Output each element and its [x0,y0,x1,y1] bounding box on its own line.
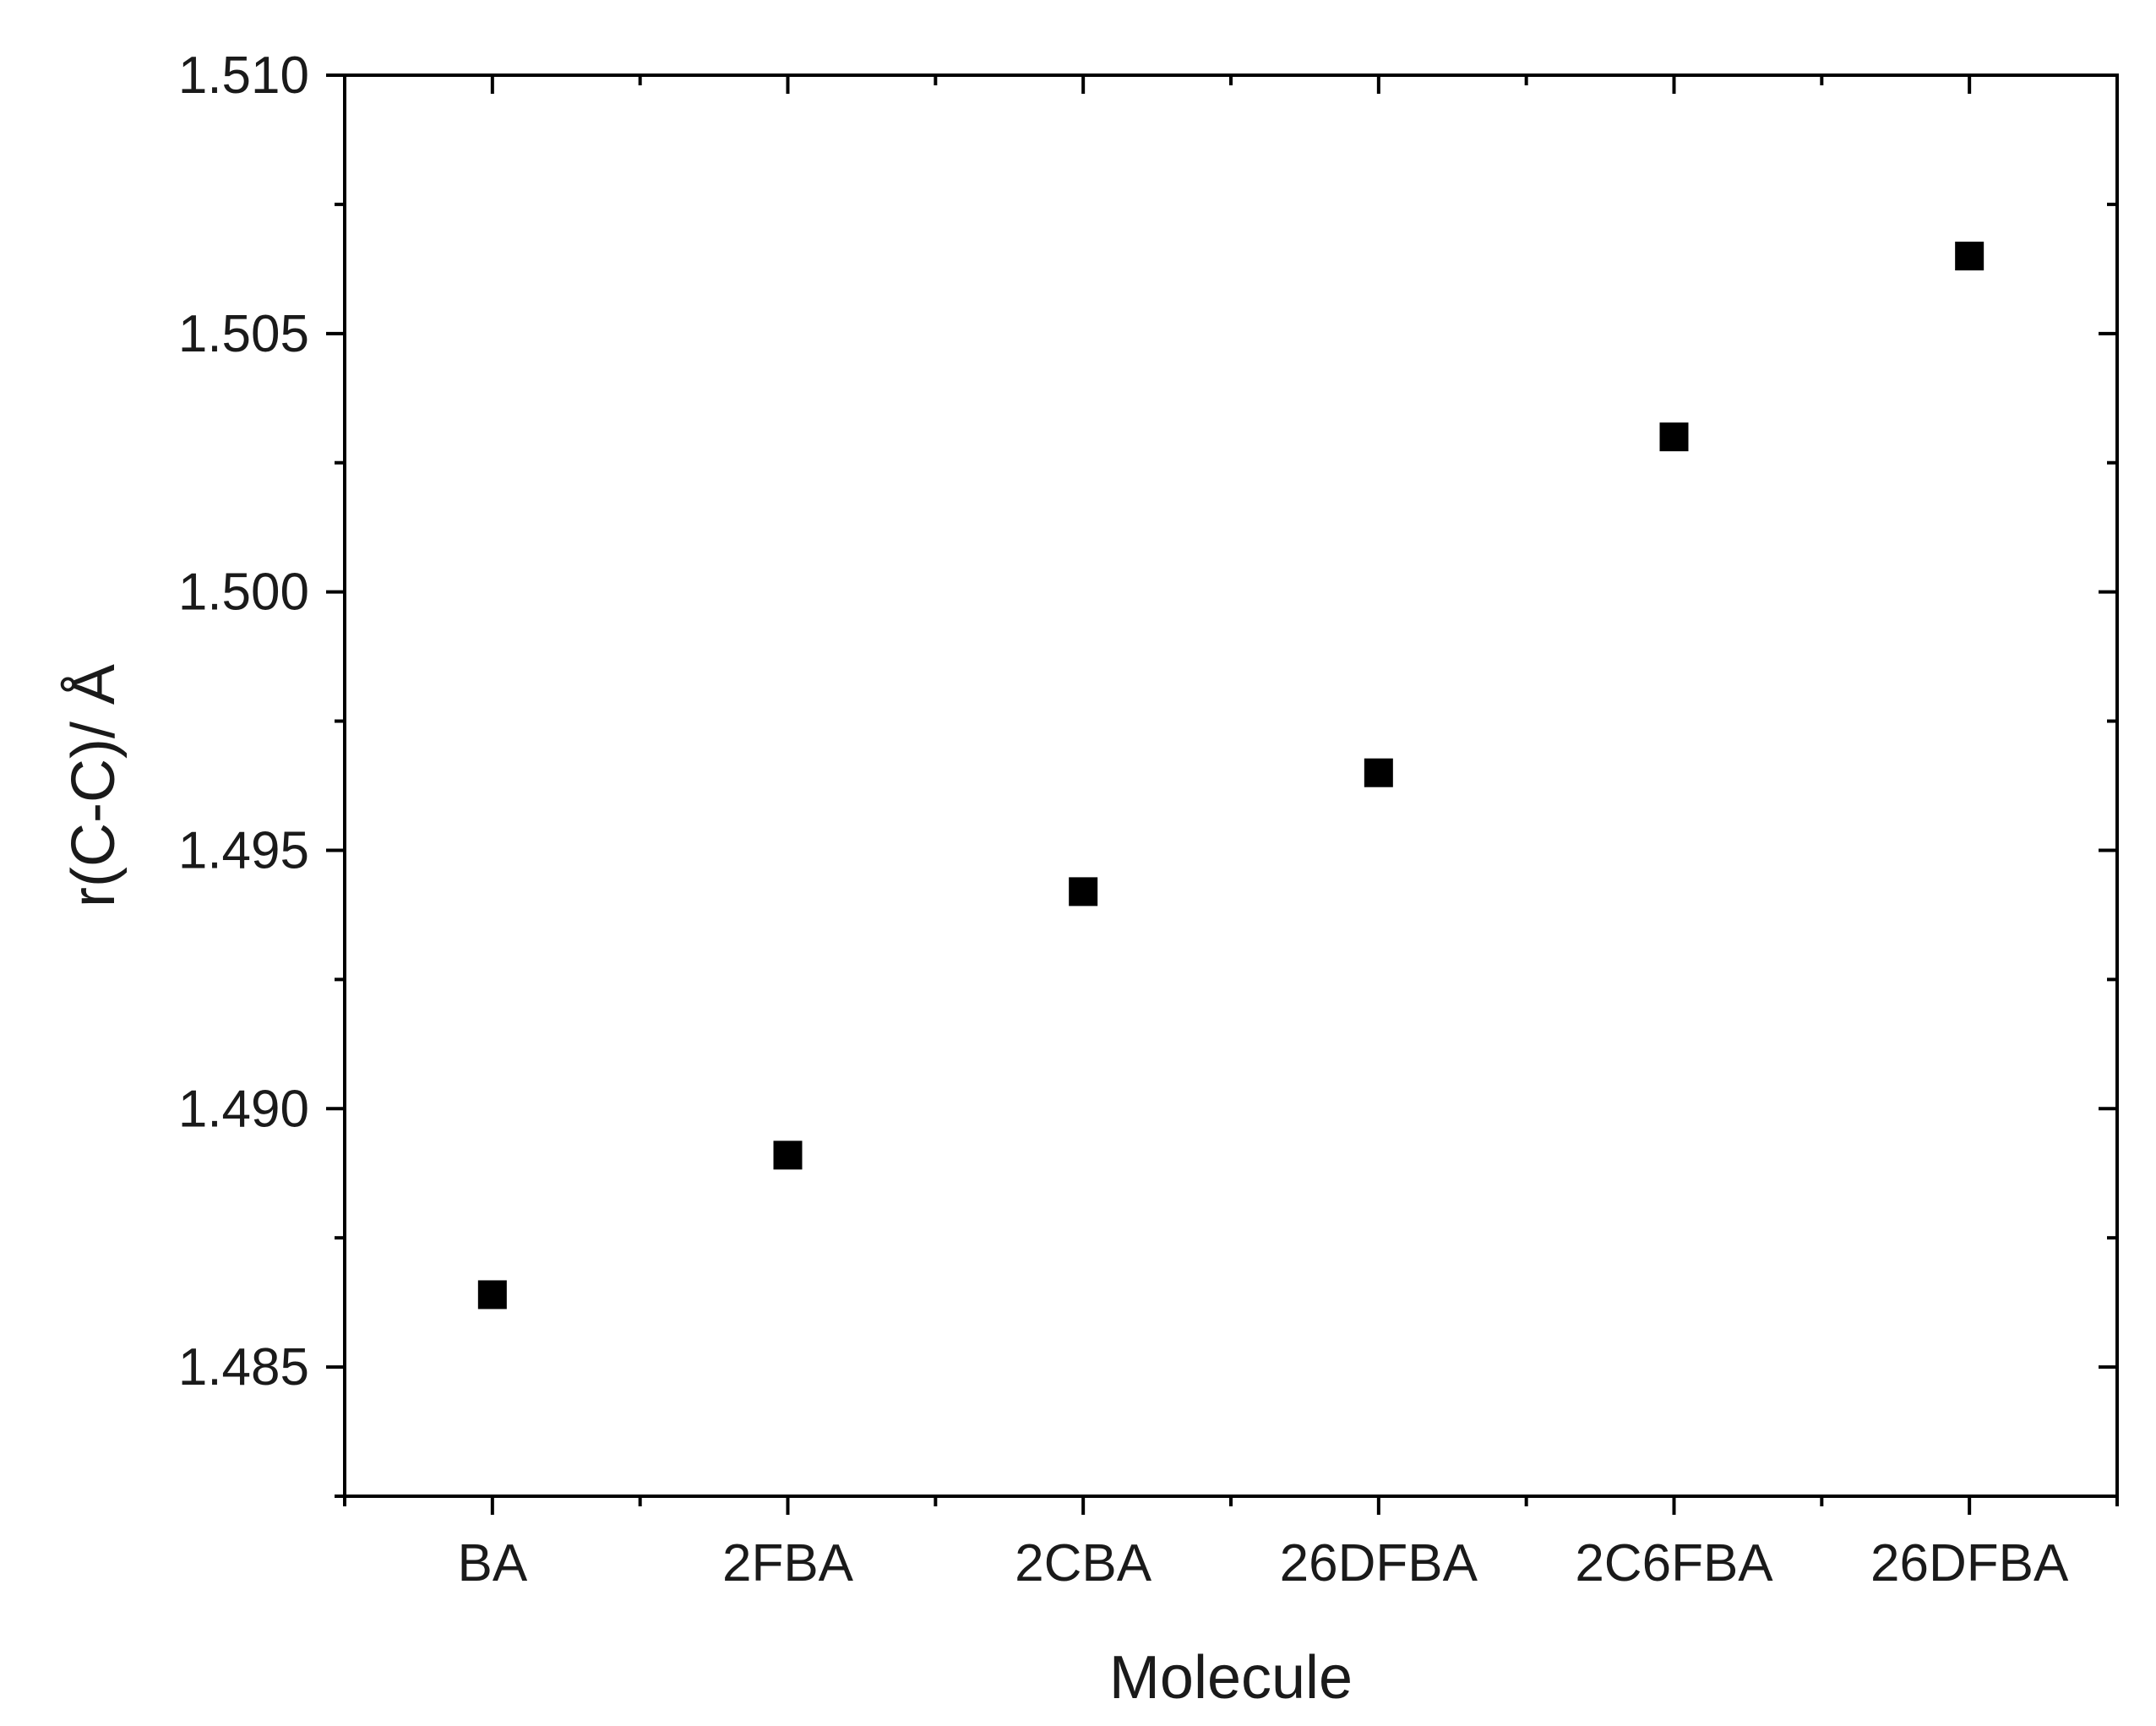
y-tick-label: 1.490 [178,1080,309,1138]
x-axis-title: Molecule [1109,1644,1353,1712]
x-tick-label: 2FBA [722,1534,854,1593]
x-tick-label: 26DFBA [1280,1534,1478,1593]
plot-frame [343,74,2119,1498]
x-axis-ticks: BA 2FBA 2CBA 26DFBA 2C6FBA 26DFBA [343,75,2119,1593]
x-tick-label: 2C6FBA [1575,1534,1773,1593]
y-tick-label: 1.495 [178,821,309,879]
data-point [1659,422,1689,452]
data-point [477,1280,507,1309]
data-point [1955,242,1984,271]
y-tick-label: 1.505 [178,305,309,363]
data-point [1364,758,1393,787]
data-point [1069,877,1098,907]
y-axis-ticks: 1.485 1.490 1.495 1.500 1.505 1.510 [178,46,2117,1498]
x-tick-label: BA [457,1534,527,1593]
data-point [773,1141,803,1170]
y-tick-label: 1.510 [178,46,309,105]
y-axis-title: r(C-C)/ Å [60,664,128,907]
x-tick-label: 26DFBA [1870,1534,2069,1593]
data-points [477,242,1984,1309]
x-tick-label: 2CBA [1015,1534,1152,1593]
y-tick-label: 1.485 [178,1338,309,1397]
y-tick-label: 1.500 [178,564,309,622]
